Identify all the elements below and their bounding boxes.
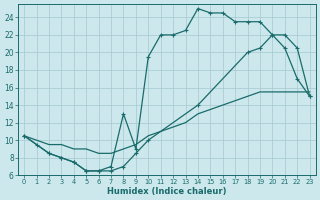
X-axis label: Humidex (Indice chaleur): Humidex (Indice chaleur): [107, 187, 227, 196]
